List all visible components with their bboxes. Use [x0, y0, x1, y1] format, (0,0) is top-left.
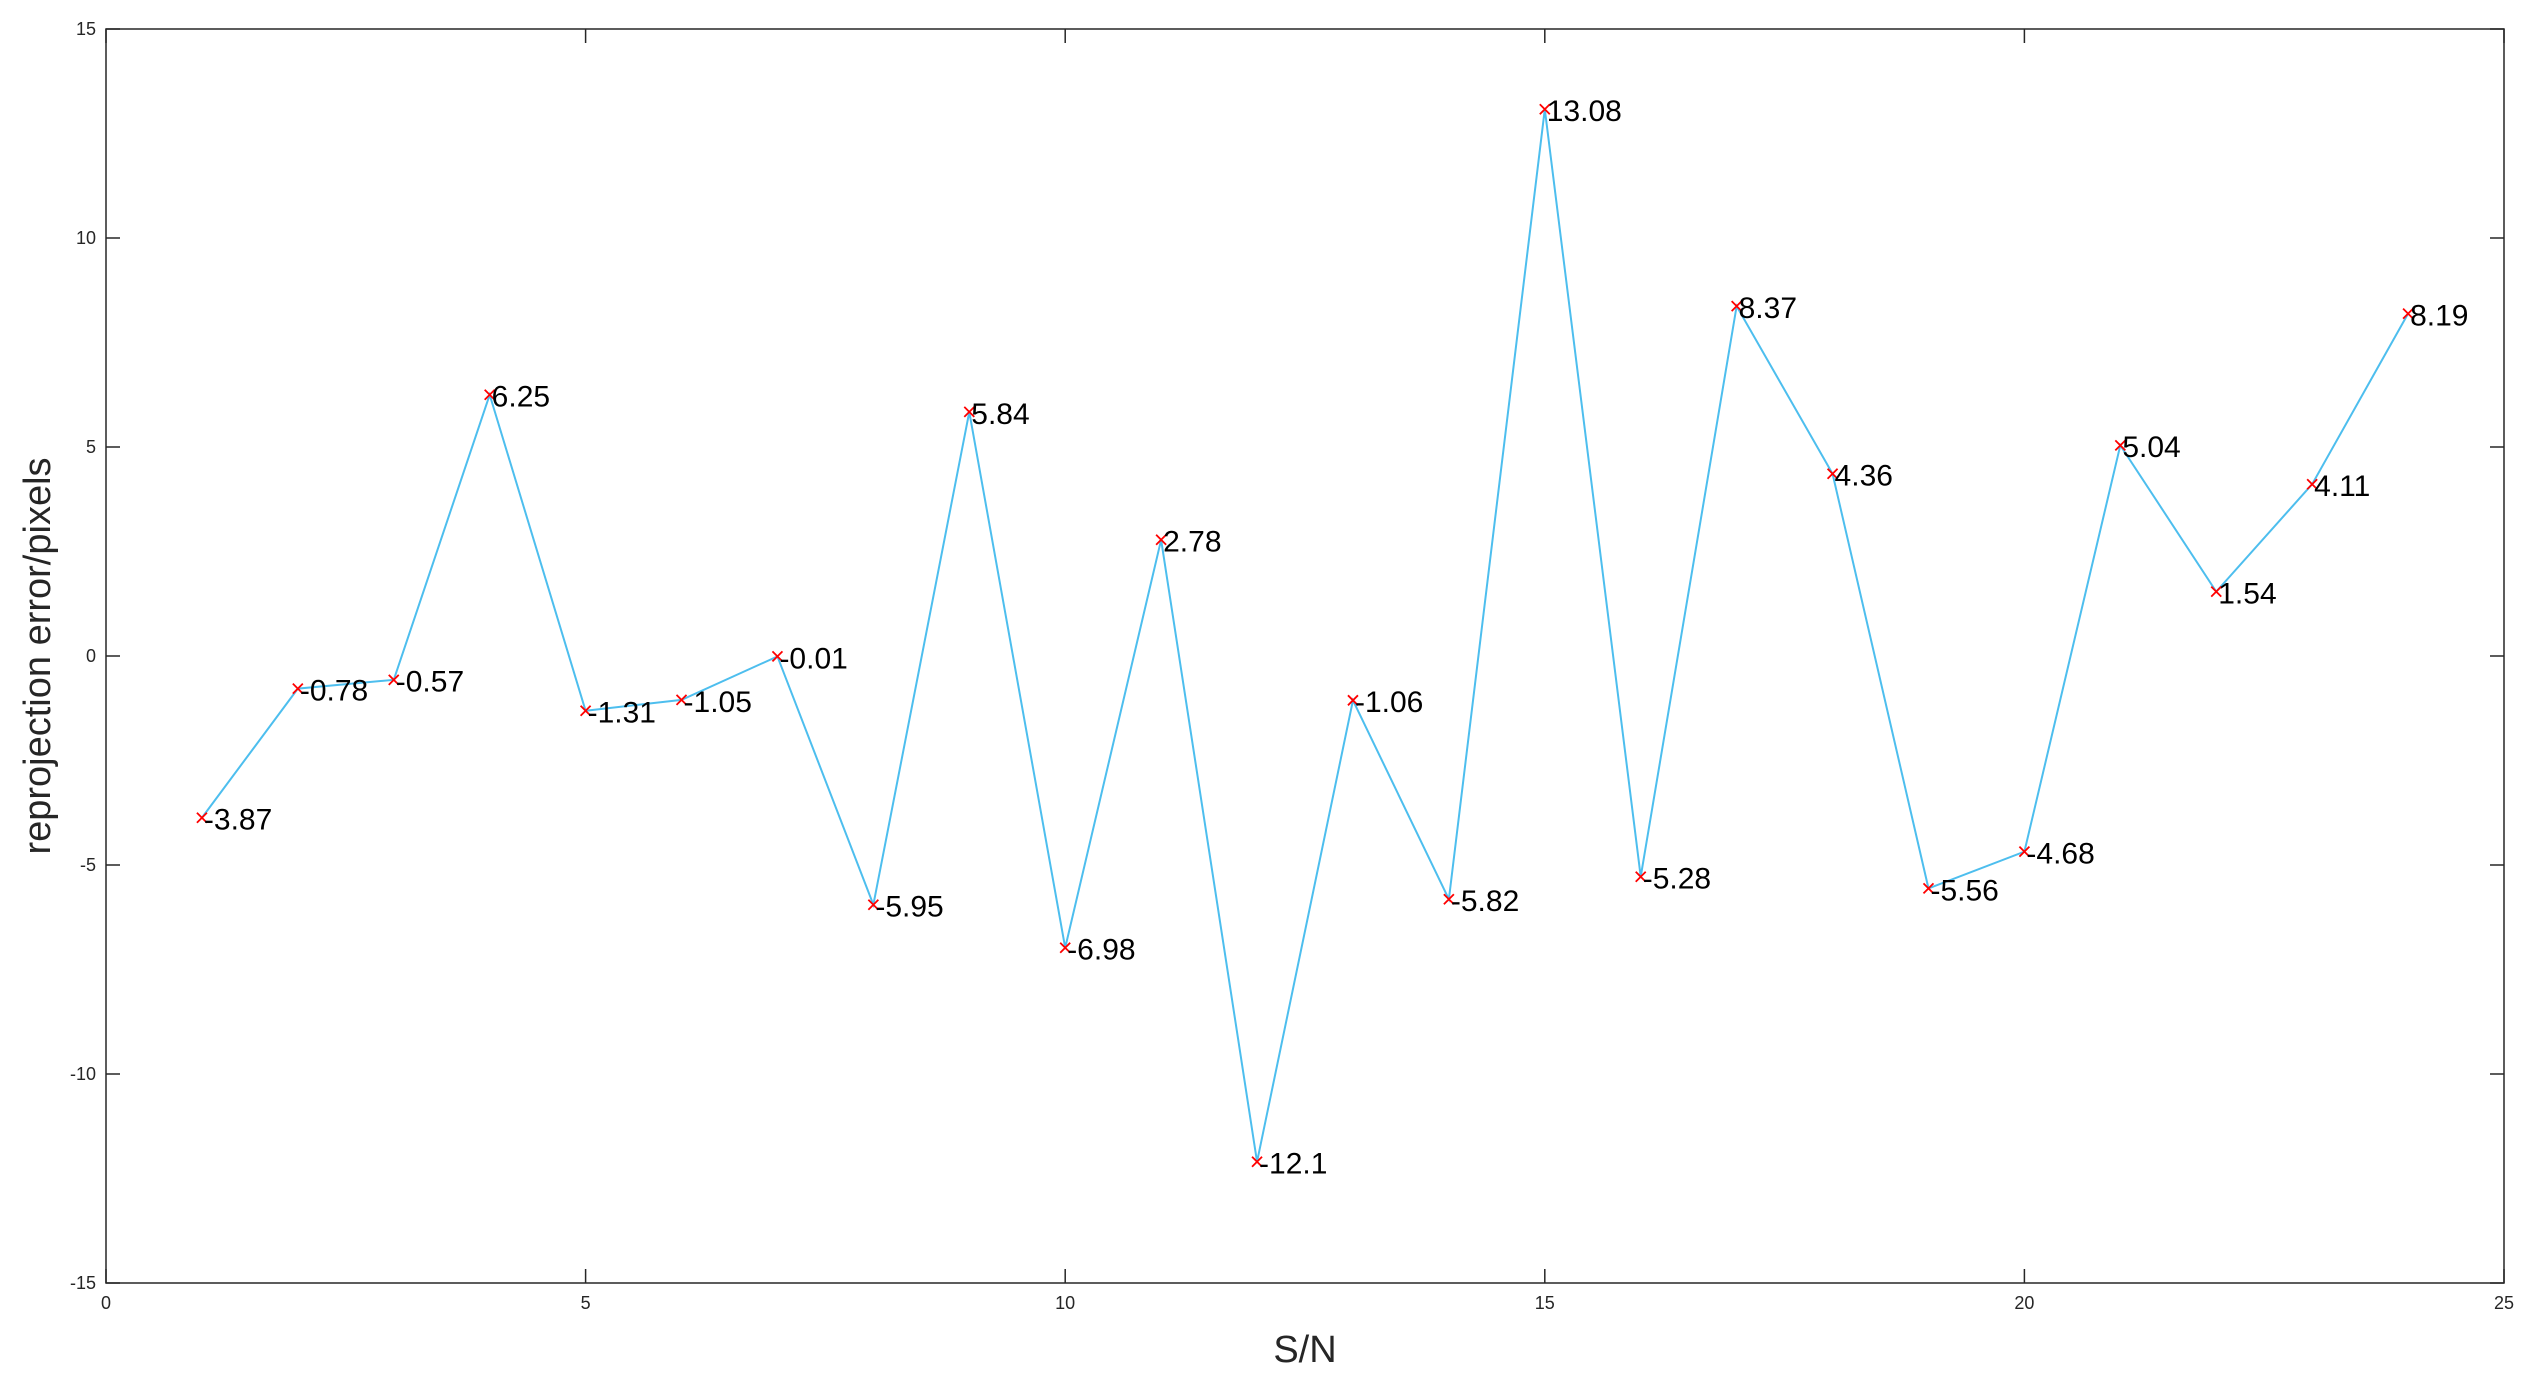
marker: [1347, 694, 1359, 706]
data-label: -12.1: [1259, 1148, 1327, 1181]
y-tick-label: 5: [86, 437, 96, 457]
y-tick-label: -10: [70, 1064, 96, 1084]
data-label: -6.98: [1067, 934, 1135, 967]
marker: [579, 705, 592, 717]
y-tick-label: 0: [86, 646, 96, 666]
marker: [1635, 871, 1647, 883]
data-label: 8.19: [2410, 300, 2468, 333]
data-label: -0.57: [396, 666, 464, 699]
data-label: -0.01: [779, 642, 847, 675]
data-label: 8.37: [1739, 292, 1797, 325]
y-tick-label: 10: [76, 228, 96, 248]
data-label: -1.06: [1355, 686, 1423, 719]
marker: [2402, 308, 2414, 320]
data-label: -4.68: [2026, 838, 2094, 871]
x-axis-label: S/N: [1273, 1329, 1336, 1371]
data-label: -1.05: [684, 686, 752, 719]
marker: [2210, 585, 2222, 598]
x-tick-label: 0: [101, 1293, 111, 1313]
marker: [963, 406, 975, 418]
data-label: 6.25: [492, 381, 550, 414]
data-label: -5.95: [875, 891, 943, 924]
marker: [1059, 942, 1071, 954]
marker: [388, 674, 400, 686]
marker: [675, 694, 688, 706]
marker: [484, 389, 496, 401]
y-tick-label: 15: [76, 19, 96, 39]
data-label: 4.11: [2314, 470, 2370, 503]
data-label: 13.08: [1547, 95, 1622, 128]
x-tick-label: 20: [2014, 1293, 2034, 1313]
marker: [867, 899, 879, 911]
marker: [1155, 534, 1167, 546]
marker: [2114, 439, 2126, 451]
data-label: -0.78: [300, 675, 368, 708]
marker: [196, 812, 208, 824]
marker: [1539, 103, 1551, 115]
data-label: -1.31: [588, 697, 656, 730]
marker: [771, 650, 784, 663]
marker: [292, 682, 304, 695]
marker: [1731, 300, 1743, 312]
marker: [2018, 845, 2031, 858]
x-tick-label: 10: [1055, 1293, 1075, 1313]
marker: [1826, 468, 1839, 480]
data-label: -5.82: [1451, 885, 1519, 918]
x-tick-label: 25: [2494, 1293, 2514, 1313]
marker: [1443, 893, 1455, 905]
x-tick-label: 15: [1535, 1293, 1555, 1313]
y-tick-label: -5: [80, 855, 96, 875]
data-label: -5.28: [1643, 863, 1711, 896]
data-label: 2.78: [1163, 526, 1221, 559]
y-tick-label: -15: [70, 1273, 96, 1293]
marker: [1251, 1156, 1263, 1168]
data-label: 5.04: [2122, 431, 2180, 464]
data-line: [201, 109, 2409, 1162]
marker: [2306, 478, 2318, 490]
y-axis-label: reprojection error/pixels: [17, 457, 59, 854]
marker: [1922, 882, 1935, 895]
data-label: 1.54: [2218, 578, 2276, 611]
data-label: 4.36: [1835, 460, 1893, 493]
data-label: -5.56: [1930, 874, 1998, 907]
data-label: -3.87: [204, 804, 272, 837]
data-label: 5.84: [971, 398, 1029, 431]
x-tick-label: 5: [581, 1293, 591, 1313]
